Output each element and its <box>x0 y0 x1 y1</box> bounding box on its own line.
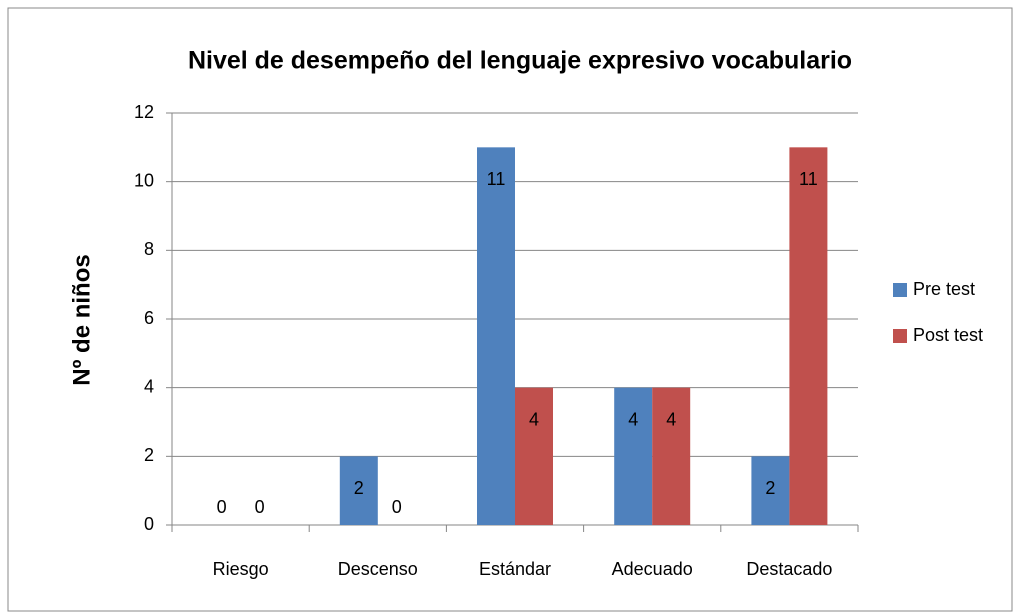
legend-swatch <box>893 329 907 343</box>
bar <box>477 147 515 526</box>
bar <box>789 147 828 526</box>
bar <box>614 387 653 525</box>
data-label: 2 <box>765 478 775 498</box>
y-axis-label: Nº de niños <box>68 254 95 385</box>
x-tick-label: Adecuado <box>612 559 693 579</box>
bar <box>339 456 378 525</box>
chart-title: Nivel de desempeño del lenguaje expresiv… <box>188 47 852 75</box>
legend-label: Post test <box>913 325 983 345</box>
x-tick-label: Riesgo <box>213 559 269 579</box>
y-tick-label: 10 <box>134 170 154 190</box>
data-label: 0 <box>255 497 265 517</box>
x-tick-label: Descenso <box>338 559 418 579</box>
y-tick-label: 12 <box>134 102 154 122</box>
x-tick-label: Destacado <box>746 559 832 579</box>
y-tick-label: 4 <box>144 376 154 396</box>
y-tick-label: 6 <box>144 308 154 328</box>
data-label: 4 <box>628 409 638 429</box>
data-label: 4 <box>529 409 539 429</box>
bar <box>652 387 691 525</box>
bar <box>751 456 790 525</box>
legend-swatch <box>893 283 907 297</box>
y-tick-label: 2 <box>144 445 154 465</box>
y-tick-label: 0 <box>144 514 154 534</box>
legend-label: Pre test <box>913 279 975 299</box>
data-label: 11 <box>487 169 506 189</box>
data-label: 4 <box>666 409 676 429</box>
bar <box>515 387 553 525</box>
data-label: 2 <box>354 478 364 498</box>
data-label: 0 <box>392 497 402 517</box>
data-label: 11 <box>799 169 818 189</box>
data-label: 0 <box>217 497 227 517</box>
y-tick-label: 8 <box>144 239 154 259</box>
x-tick-label: Estándar <box>479 559 551 579</box>
